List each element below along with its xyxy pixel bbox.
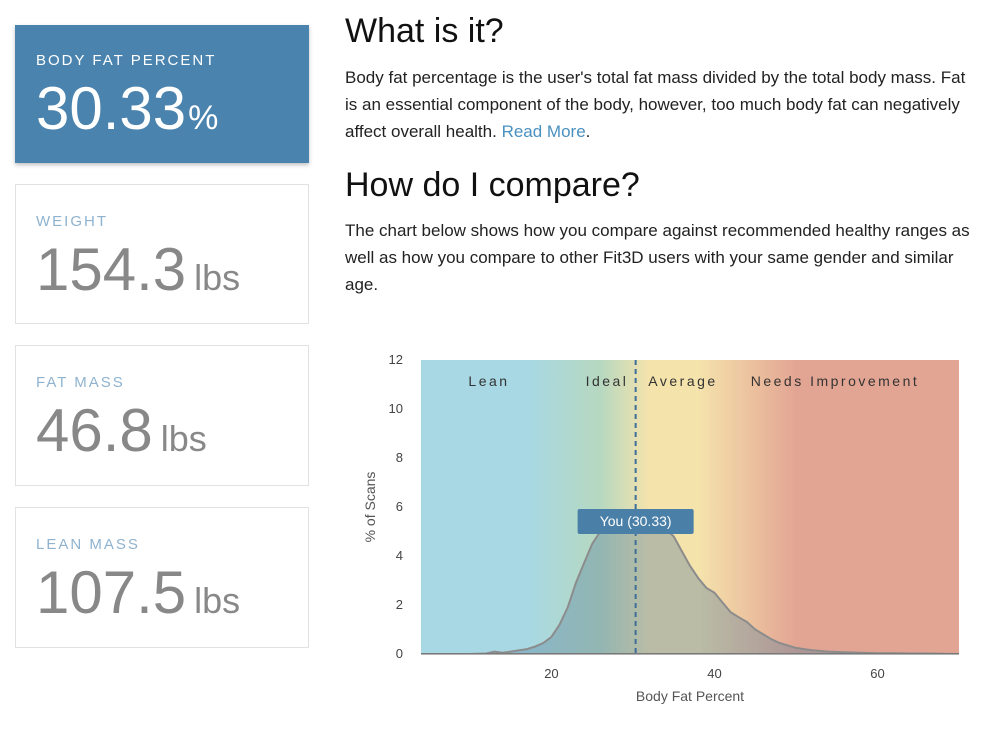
fat-mass-label: FAT MASS [36, 374, 125, 391]
weight-card: WEIGHT 154.3 lbs [15, 184, 309, 324]
lean-mass-unit: lbs [194, 580, 241, 621]
you-marker: You (30.33) [577, 509, 694, 534]
weight-number: 154.3 [36, 236, 187, 303]
fat-mass-card: FAT MASS 46.8 lbs [15, 345, 309, 486]
zones-background [421, 360, 959, 654]
weight-label: WEIGHT [36, 213, 108, 230]
what-body: Body fat percentage is the user's total … [345, 68, 966, 141]
compare-text: The chart below shows how you compare ag… [345, 221, 970, 294]
lean-mass-number: 107.5 [36, 559, 187, 626]
x-tick-label: 40 [707, 666, 721, 681]
what-is-it-text: Body fat percentage is the user's total … [345, 64, 980, 145]
y-tick-label: 0 [396, 646, 403, 661]
fat-mass-value: 46.8 lbs [36, 401, 207, 461]
body-fat-value: 30.33% [36, 79, 218, 139]
zone-label-ideal: Ideal [586, 373, 629, 389]
weight-value: 154.3 lbs [36, 240, 240, 300]
body-fat-chart: Lean Ideal Average Needs Improvement 0 2 4 6 8 1… [362, 352, 959, 704]
body-fat-unit: % [188, 99, 219, 137]
x-tick-label: 60 [870, 666, 884, 681]
x-axis-title: Body Fat Percent [636, 688, 744, 704]
zone-label-needs-improvement: Needs Improvement [751, 373, 920, 389]
lean-mass-card: LEAN MASS 107.5 lbs [15, 507, 309, 648]
body-fat-card: BODY FAT PERCENT 30.33% [15, 25, 309, 163]
body-fat-number: 30.33 [36, 75, 187, 142]
zone-label-lean: Lean [468, 373, 509, 389]
zone-label-average: Average [648, 373, 717, 389]
you-marker-label: You (30.33) [600, 513, 672, 529]
distribution-area [421, 515, 959, 654]
y-tick-label: 12 [389, 352, 403, 367]
compare-heading: How do I compare? [345, 166, 640, 204]
y-axis-title: % of Scans [362, 472, 378, 543]
lean-mass-value: 107.5 lbs [36, 563, 240, 623]
what-end: . [585, 122, 591, 141]
x-tick-label: 20 [544, 666, 558, 681]
weight-unit: lbs [194, 257, 241, 298]
y-tick-label: 8 [396, 450, 403, 465]
read-more-link[interactable]: Read More [501, 122, 586, 141]
you-marker-box [577, 509, 694, 534]
y-tick-label: 10 [389, 401, 403, 416]
y-tick-label: 4 [396, 548, 403, 563]
fat-mass-unit: lbs [160, 418, 207, 459]
body-fat-label: BODY FAT PERCENT [36, 52, 217, 69]
fat-mass-number: 46.8 [36, 397, 153, 464]
what-is-it-heading: What is it? [345, 12, 504, 50]
lean-mass-label: LEAN MASS [36, 536, 140, 553]
y-tick-label: 2 [396, 597, 403, 612]
y-tick-label: 6 [396, 499, 403, 514]
